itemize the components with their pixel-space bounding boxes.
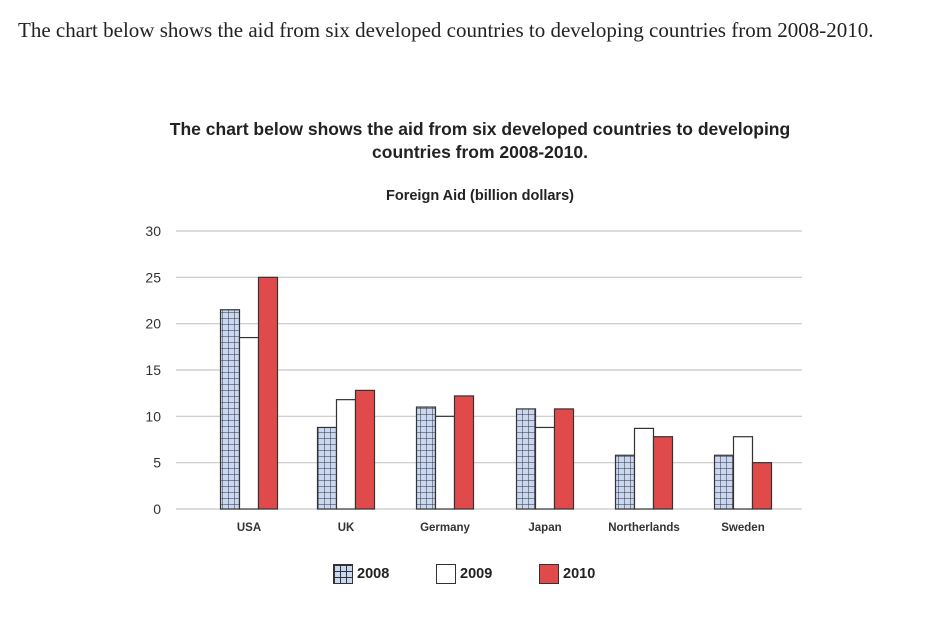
bar-germany-2009 [434,415,456,510]
legend-item-2008: 2008 [333,562,389,586]
legend-swatch-2008 [333,564,353,584]
bar-germany-2010 [453,395,475,510]
legend-label-2009: 2009 [460,566,493,582]
bar-sweden-2009 [732,436,754,510]
x-category-label: Japan [528,522,561,534]
legend-label-2010: 2010 [563,566,596,582]
x-category-label: Northerlands [608,522,680,534]
y-tick-label: 15 [145,362,161,378]
legend-swatch-2010 [539,564,559,584]
y-tick-label: 25 [145,269,161,285]
bar-sweden-2008 [713,454,735,510]
x-category-label: UK [338,522,355,534]
bar-japan-2009 [534,426,556,510]
bar-usa-2009 [238,336,260,510]
bar-uk-2008 [316,426,338,510]
bar-northerlands-2010 [652,436,674,510]
x-category-label: Germany [420,522,470,534]
intro-text: The chart below shows the aid from six d… [18,18,874,42]
chart-title: The chart below shows the aid from six d… [169,119,791,162]
y-tick-label: 10 [145,408,161,424]
bars [219,276,773,510]
bar-japan-2010 [553,408,575,510]
bar-germany-2008 [415,406,437,510]
bar-sweden-2010 [751,462,773,510]
category-labels: USA UK Germany Japan Northerlands Sweden [237,522,765,534]
chart-subtitle: Foreign Aid (billion dollars) [386,188,574,204]
x-category-label: USA [237,522,261,534]
legend-item-2010: 2010 [539,562,595,586]
y-tick-label: 0 [153,501,161,517]
legend-label-2008: 2008 [357,566,390,582]
y-tick-label: 5 [153,455,161,471]
bar-usa-2008 [219,309,241,510]
bar-japan-2008 [515,408,537,510]
y-tick-label: 30 [145,223,161,239]
gridlines: 0 5 10 15 20 25 30 [145,223,802,517]
x-category-label: Sweden [721,522,764,534]
legend-item-2009: 2009 [436,562,492,586]
bar-northerlands-2009 [633,427,655,510]
bar-usa-2010 [257,276,279,510]
y-tick-label: 20 [145,316,161,332]
legend-swatch-2009 [436,564,456,584]
bar-uk-2010 [354,389,376,510]
bar-uk-2009 [335,399,357,510]
bar-northerlands-2008 [614,454,636,510]
